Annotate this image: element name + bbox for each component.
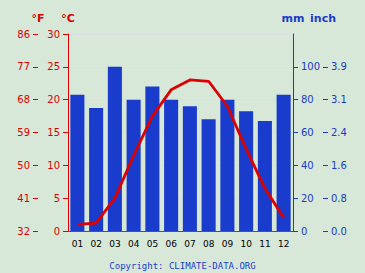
svg-text:06: 06 bbox=[165, 239, 177, 249]
svg-text:32: 32 bbox=[17, 226, 30, 237]
svg-text:80: 80 bbox=[301, 94, 314, 105]
svg-text:40: 40 bbox=[301, 160, 314, 171]
svg-text:20: 20 bbox=[47, 94, 60, 105]
svg-text:50: 50 bbox=[17, 160, 30, 171]
svg-text:30: 30 bbox=[47, 29, 60, 40]
svg-text:0: 0 bbox=[54, 226, 60, 237]
svg-text:3.9: 3.9 bbox=[331, 61, 347, 72]
svg-text:08: 08 bbox=[203, 239, 215, 249]
svg-text:100: 100 bbox=[301, 61, 320, 72]
svg-text:09: 09 bbox=[222, 239, 234, 249]
svg-text:77: 77 bbox=[17, 61, 30, 72]
svg-text:01: 01 bbox=[72, 239, 83, 249]
svg-text:25: 25 bbox=[47, 61, 60, 72]
svg-text:20: 20 bbox=[301, 193, 314, 204]
svg-text:86: 86 bbox=[17, 29, 30, 40]
svg-text:05: 05 bbox=[147, 239, 158, 249]
svg-text:0: 0 bbox=[301, 226, 307, 237]
svg-text:59: 59 bbox=[17, 127, 30, 138]
svg-text:2.4: 2.4 bbox=[331, 127, 347, 138]
svg-text:Copyright: CLIMATE-DATA.ORG: Copyright: CLIMATE-DATA.ORG bbox=[109, 261, 255, 271]
svg-text:15: 15 bbox=[47, 127, 60, 138]
svg-text:0.0: 0.0 bbox=[331, 226, 347, 237]
svg-text:60: 60 bbox=[301, 127, 314, 138]
svg-text:inch: inch bbox=[310, 12, 336, 25]
svg-text:°C: °C bbox=[61, 12, 75, 25]
svg-text:04: 04 bbox=[128, 239, 140, 249]
svg-text:10: 10 bbox=[47, 160, 60, 171]
svg-text:3.1: 3.1 bbox=[331, 94, 347, 105]
svg-text:1.6: 1.6 bbox=[331, 160, 347, 171]
svg-text:02: 02 bbox=[90, 239, 101, 249]
svg-text:41: 41 bbox=[17, 193, 30, 204]
svg-text:07: 07 bbox=[184, 239, 195, 249]
svg-text:12: 12 bbox=[278, 239, 289, 249]
svg-text:5: 5 bbox=[54, 193, 60, 204]
svg-text:0.8: 0.8 bbox=[331, 193, 347, 204]
svg-text:11: 11 bbox=[259, 239, 270, 249]
svg-text:mm: mm bbox=[282, 12, 305, 25]
svg-text:°F: °F bbox=[31, 12, 44, 25]
svg-text:68: 68 bbox=[17, 94, 30, 105]
svg-text:03: 03 bbox=[109, 239, 120, 249]
svg-text:10: 10 bbox=[240, 239, 252, 249]
